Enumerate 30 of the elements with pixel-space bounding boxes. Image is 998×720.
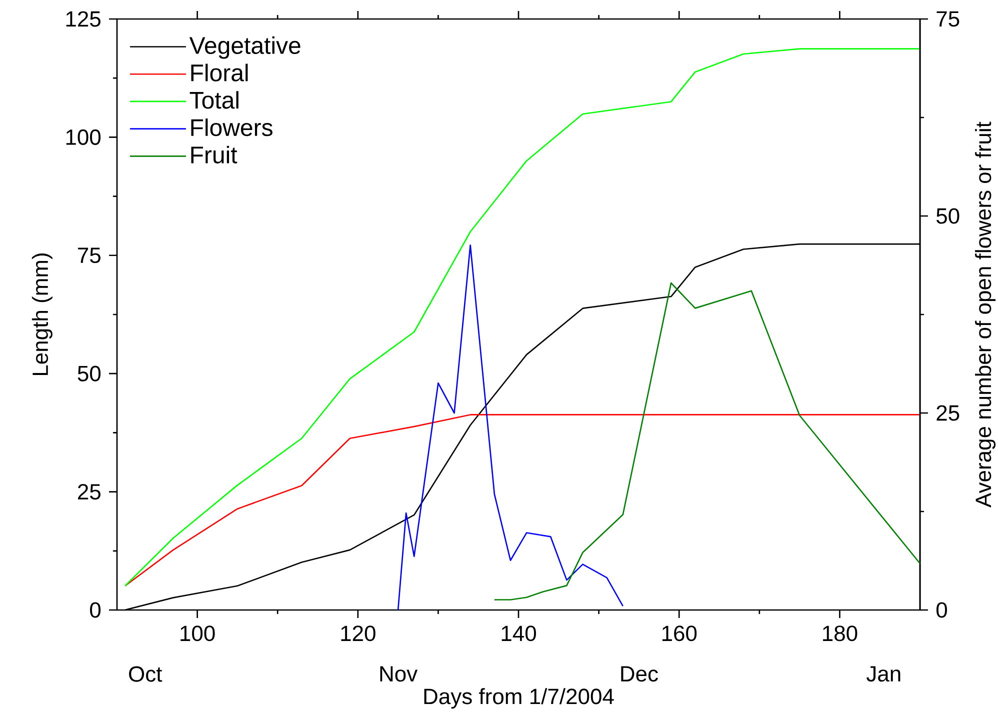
y-tick-label: 25: [78, 484, 100, 500]
x-tick-label: 160: [662, 626, 697, 642]
text: Jan: [866, 666, 900, 682]
y2-tick-label: 50: [936, 208, 960, 224]
y2-tick-label: 75: [936, 11, 960, 27]
y-tick-label: 75: [78, 248, 100, 264]
y-tick-label: 0: [90, 602, 101, 618]
legend-label: Floral: [191, 64, 248, 82]
text: Oct: [129, 666, 162, 682]
legend-label: Vegetative: [189, 36, 300, 59]
x-tick-label: 140: [502, 626, 536, 642]
y-tick-label: 125: [66, 11, 100, 27]
legend-label: Flowers: [191, 118, 272, 136]
line-series: [397, 244, 624, 611]
x-axis-title: Days from 1/7/2004: [424, 688, 614, 709]
x-tick-label: 100: [180, 626, 215, 642]
text: Nov: [380, 666, 418, 682]
line-series: [494, 282, 921, 600]
line-series: [124, 414, 920, 587]
x-tick-label: 180: [823, 626, 858, 642]
y2-tick-label: 25: [936, 405, 960, 421]
y-tick-label: 50: [78, 366, 101, 382]
y2-axis-title: Average number of open flowers or fruit: [975, 122, 996, 508]
y-axis-title: Length (mm): [32, 254, 52, 376]
text: Dec: [621, 666, 658, 682]
y-tick-label: 100: [66, 129, 101, 145]
legend-label: Total: [190, 91, 238, 109]
x-tick-label: 120: [341, 626, 376, 642]
y2-tick-label: 0: [936, 602, 947, 618]
legend-label: Fruit: [191, 146, 238, 164]
